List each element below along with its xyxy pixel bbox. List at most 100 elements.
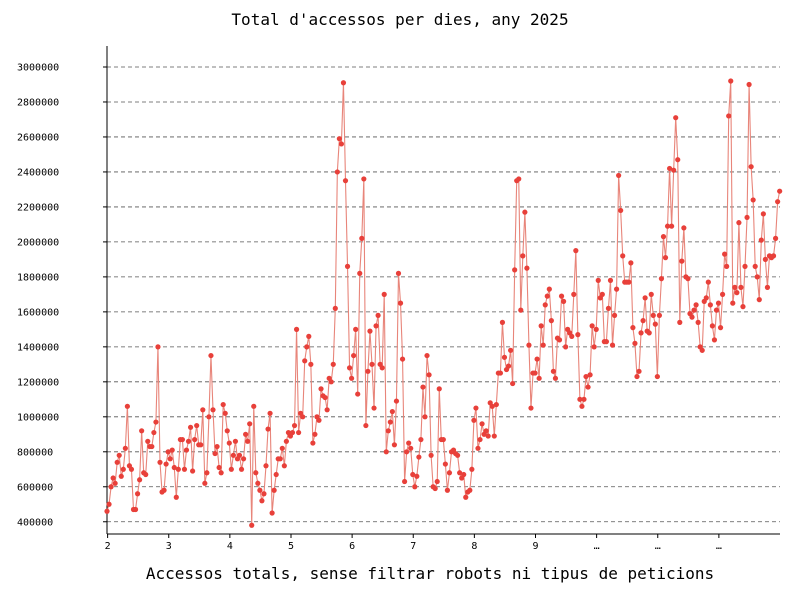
data-point bbox=[428, 452, 434, 458]
data-point bbox=[581, 396, 587, 402]
data-point bbox=[717, 325, 724, 331]
gridlines bbox=[107, 66, 780, 523]
data-point bbox=[546, 286, 552, 292]
data-point bbox=[306, 333, 312, 339]
data-point bbox=[200, 407, 206, 413]
data-point bbox=[681, 225, 687, 231]
data-point bbox=[344, 263, 351, 269]
data-point bbox=[719, 291, 726, 297]
chart-title: Total d'accessos per dies, any 2025 bbox=[231, 10, 569, 29]
data-point bbox=[139, 428, 145, 434]
data-point bbox=[279, 445, 285, 451]
data-point bbox=[291, 422, 298, 429]
data-point bbox=[165, 449, 171, 455]
data-point bbox=[120, 466, 126, 472]
data-point bbox=[475, 445, 481, 451]
data-point bbox=[351, 352, 357, 359]
data-point bbox=[709, 323, 716, 329]
data-point bbox=[410, 471, 416, 478]
data-point bbox=[365, 368, 371, 374]
data-point bbox=[516, 176, 522, 182]
data-point bbox=[420, 384, 426, 390]
data-point bbox=[528, 405, 534, 411]
data-point bbox=[214, 443, 220, 450]
data-point bbox=[520, 253, 526, 259]
data-point bbox=[318, 386, 324, 392]
data-point bbox=[744, 214, 750, 221]
data-point bbox=[328, 379, 334, 385]
data-point bbox=[705, 279, 711, 285]
data-point bbox=[393, 398, 400, 404]
data-point bbox=[616, 172, 622, 179]
x-tick-label: … bbox=[594, 541, 600, 552]
x-tick-label: 7 bbox=[410, 541, 416, 552]
x-tick-label: 4 bbox=[227, 541, 233, 552]
data-point bbox=[145, 438, 151, 444]
y-tick-label: 1400000 bbox=[17, 342, 59, 353]
data-point bbox=[671, 167, 677, 173]
data-point bbox=[224, 428, 230, 434]
data-point bbox=[296, 429, 302, 436]
data-point bbox=[416, 454, 422, 460]
data-point bbox=[349, 375, 355, 381]
data-point bbox=[691, 307, 697, 313]
data-point bbox=[249, 522, 255, 528]
data-point bbox=[611, 312, 618, 318]
data-point bbox=[300, 414, 306, 420]
data-point bbox=[247, 421, 253, 427]
data-point bbox=[194, 422, 200, 429]
data-point bbox=[273, 471, 279, 478]
data-point bbox=[758, 237, 764, 243]
data-point bbox=[412, 484, 418, 490]
data-point bbox=[383, 449, 389, 455]
data-point bbox=[397, 300, 404, 306]
data-point bbox=[381, 291, 387, 297]
data-point bbox=[738, 284, 744, 290]
data-point bbox=[436, 386, 442, 392]
data-point bbox=[122, 445, 128, 451]
data-point bbox=[534, 356, 540, 362]
data-point bbox=[414, 473, 420, 479]
x-tick-label: 2 bbox=[105, 541, 111, 552]
data-point bbox=[312, 431, 318, 437]
data-point bbox=[713, 307, 720, 313]
data-point bbox=[634, 373, 640, 380]
data-point bbox=[228, 466, 234, 472]
x-axis-label: Accessos totals, sense filtrar robots ni… bbox=[145, 564, 715, 583]
y-tick-label: 1000000 bbox=[17, 412, 59, 423]
data-point bbox=[169, 447, 175, 453]
data-point bbox=[302, 358, 308, 364]
data-point bbox=[640, 318, 646, 324]
data-point bbox=[181, 466, 188, 472]
data-point bbox=[434, 478, 440, 485]
x-tick-label: 3 bbox=[166, 541, 172, 552]
data-point bbox=[585, 384, 591, 390]
data-point bbox=[157, 459, 163, 465]
data-point bbox=[593, 326, 599, 332]
data-point bbox=[210, 407, 216, 413]
data-point bbox=[243, 431, 249, 437]
data-point bbox=[666, 165, 673, 172]
data-point bbox=[467, 487, 473, 493]
data-point bbox=[198, 442, 204, 448]
data-point bbox=[463, 494, 469, 500]
y-tick-label: 400000 bbox=[17, 517, 53, 528]
data-point bbox=[187, 424, 194, 430]
data-point bbox=[424, 352, 430, 359]
data-point bbox=[226, 440, 232, 446]
data-point bbox=[736, 220, 742, 226]
data-point bbox=[406, 440, 412, 446]
data-point bbox=[379, 365, 385, 371]
y-tick-label: 600000 bbox=[17, 482, 53, 493]
data-point bbox=[752, 263, 758, 269]
data-point bbox=[322, 394, 328, 401]
data-point bbox=[552, 375, 559, 381]
data-point bbox=[263, 463, 269, 469]
data-point bbox=[167, 456, 173, 462]
data-point bbox=[740, 304, 746, 310]
data-point bbox=[155, 344, 161, 350]
data-point bbox=[477, 436, 483, 443]
data-point bbox=[171, 464, 177, 471]
y-tick-label: 800000 bbox=[17, 447, 53, 458]
